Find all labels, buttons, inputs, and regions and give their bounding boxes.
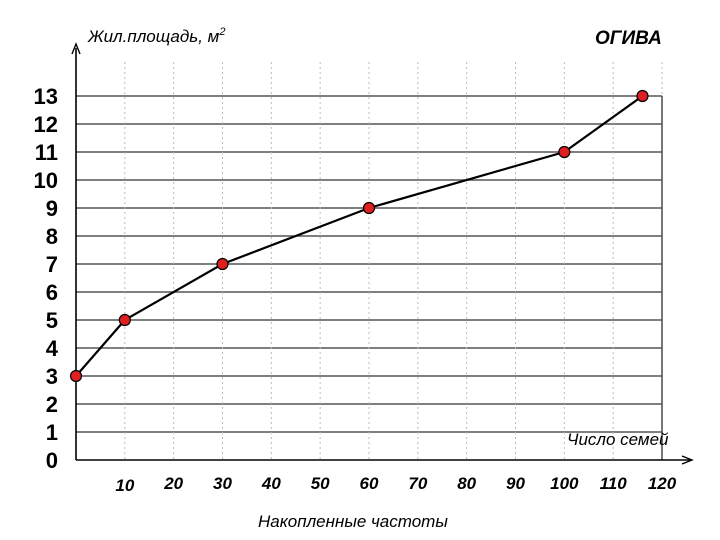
x-tick-labels: 10 20 30 40 50 60 70 80 90 100 110 120 — [115, 474, 676, 495]
data-series — [69, 89, 649, 383]
grid — [76, 62, 663, 460]
y-tick-label: 12 — [34, 112, 58, 137]
y-tick-label: 8 — [46, 224, 58, 249]
y-tick-label: 11 — [35, 140, 58, 165]
y-tick-label: 9 — [46, 196, 58, 221]
y-tick-label: 4 — [46, 336, 59, 361]
x-tick-label: 60 — [360, 474, 379, 493]
y-tick-label: 10 — [34, 168, 58, 193]
y-tick-label: 3 — [46, 364, 58, 389]
y-axis-arrow — [71, 42, 81, 55]
y-tick-label: 6 — [46, 280, 58, 305]
y-axis-label: Жил.площадь, м2 — [87, 26, 225, 46]
x-tick-label: 20 — [163, 474, 183, 493]
x-tick-label: 90 — [506, 474, 525, 493]
axes — [71, 42, 694, 465]
y-axis-label-text: Жил.площадь, м — [87, 27, 220, 46]
data-point — [216, 257, 229, 271]
x-tick-label: 70 — [408, 474, 427, 493]
x-axis-end-label: Число семей — [567, 430, 669, 449]
x-tick-label: 40 — [261, 474, 281, 493]
x-axis-arrow — [681, 455, 694, 465]
x-axis-label: Накопленные частоты — [258, 512, 448, 531]
chart-title: ОГИВА — [595, 28, 662, 49]
x-tick-label: 50 — [311, 474, 330, 493]
data-point — [118, 313, 131, 327]
x-tick-label: 110 — [600, 474, 628, 493]
data-point — [362, 201, 376, 215]
y-axis-label-superscript: 2 — [218, 26, 225, 38]
y-tick-label: 1 — [46, 420, 58, 445]
y-tick-label: 5 — [46, 308, 58, 333]
y-tick-label: 13 — [34, 84, 58, 109]
y-tick-label: 0 — [46, 448, 58, 473]
y-tick-label: 2 — [46, 392, 58, 417]
x-tick-label: 30 — [213, 474, 232, 493]
y-tick-label: 7 — [46, 252, 58, 277]
data-point — [558, 145, 571, 159]
ogive-line — [75, 95, 644, 377]
data-point — [69, 369, 83, 383]
x-tick-label: 100 — [550, 474, 579, 493]
x-tick-label: 10 — [115, 476, 134, 495]
data-point — [636, 89, 649, 103]
x-tick-label: 80 — [457, 474, 476, 493]
x-tick-label: 120 — [648, 474, 677, 493]
